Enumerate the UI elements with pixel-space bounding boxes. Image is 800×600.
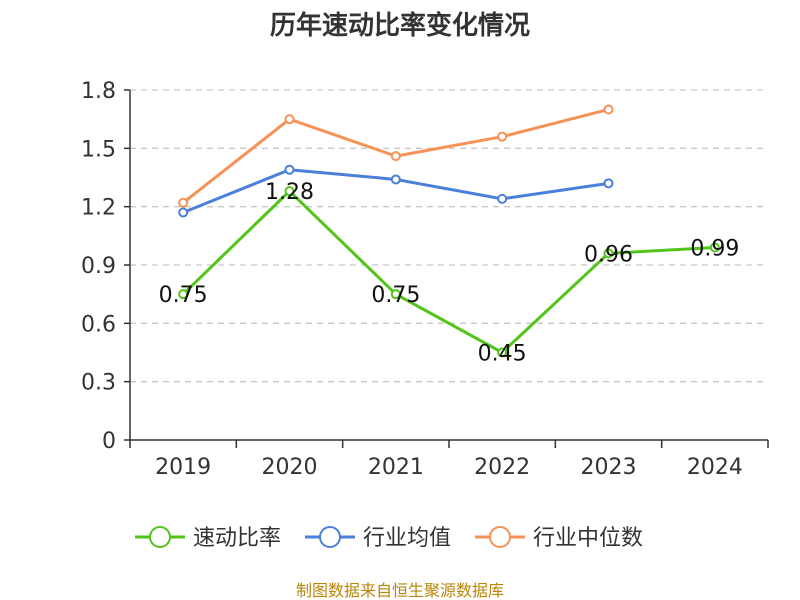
data-point [709,242,720,253]
legend-item[interactable]: 速动比率 [135,526,281,551]
legend-label: 行业中位数 [533,526,643,551]
data-label: 0.96 [584,242,633,267]
data-label: 0.75 [371,283,420,308]
y-tick-label: 0.9 [81,254,116,279]
y-tick-label: 0.3 [81,371,116,396]
y-tick-label: 0 [102,429,116,454]
axes: 0 0.3 0.6 0.9 1.2 1.5 1.8 2019 2020 2021 2022 2023 2… [81,79,769,480]
data-labels: 0.75 1.28 0.75 0.45 0.96 0.99 [159,180,740,366]
y-tick-label: 1.2 [81,196,116,221]
data-point [390,151,401,162]
legend-swatch-marker [149,526,171,548]
chart-title: 历年速动比率变化情况 [270,10,530,41]
data-point [178,289,189,300]
data-point [603,248,614,259]
data-point [497,131,508,142]
legend-swatch-marker [489,526,511,548]
y-tick-label: 1.5 [81,137,116,162]
data-label: 1.28 [265,180,314,205]
y-tick-label: 0.6 [81,312,116,337]
x-tick-label: 2024 [687,455,743,480]
data-point [390,174,401,185]
legend-label: 速动比率 [193,526,281,551]
x-tick-label: 2020 [262,455,318,480]
y-tick-label: 1.8 [81,79,116,104]
data-point [284,186,295,197]
legend-swatch-marker [319,526,341,548]
legend-label: 行业均值 [363,526,451,551]
data-point [178,197,189,208]
data-point [284,164,295,175]
data-point [284,114,295,125]
legend-item[interactable]: 行业中位数 [475,526,643,551]
legend-item[interactable]: 行业均值 [305,526,451,551]
x-tick-label: 2019 [155,455,211,480]
data-label: 0.45 [478,342,527,367]
grid-lines [130,89,768,383]
x-tick-label: 2021 [368,455,424,480]
x-tick-label: 2022 [474,455,530,480]
source-note: 制图数据来自恒生聚源数据库 [296,581,504,600]
series-line [182,189,715,354]
data-label: 0.75 [159,283,208,308]
legend[interactable]: 速动比率 行业均值 行业中位数 [135,526,643,551]
data-point [497,193,508,204]
data-point [178,207,189,218]
data-label: 0.99 [690,237,739,262]
series-lines [178,104,720,358]
data-point [497,347,508,358]
x-tick-label: 2023 [581,455,637,480]
data-point [603,178,614,189]
data-point [390,289,401,300]
data-point [603,104,614,115]
